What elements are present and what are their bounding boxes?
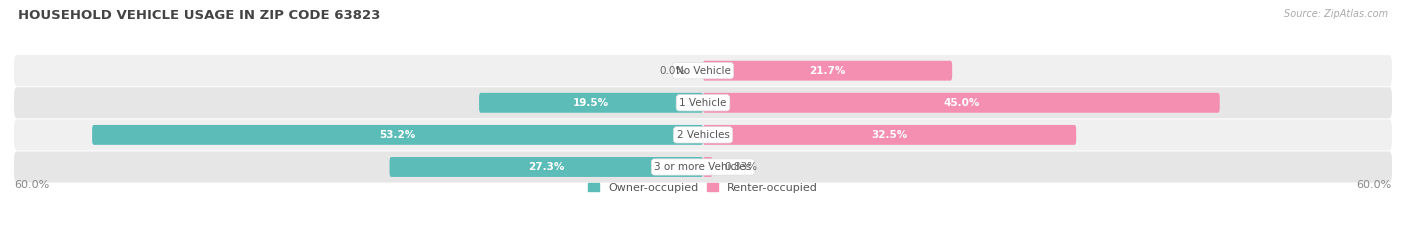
Text: 2 Vehicles: 2 Vehicles [676,130,730,140]
Text: 60.0%: 60.0% [1357,180,1392,190]
FancyBboxPatch shape [389,157,703,177]
FancyBboxPatch shape [14,55,1392,86]
FancyBboxPatch shape [14,87,1392,118]
FancyBboxPatch shape [93,125,703,145]
Text: 21.7%: 21.7% [810,66,846,76]
FancyBboxPatch shape [703,93,1219,113]
FancyBboxPatch shape [703,125,1076,145]
Text: 0.83%: 0.83% [724,162,756,172]
Text: 60.0%: 60.0% [14,180,49,190]
Text: 27.3%: 27.3% [529,162,564,172]
Text: 53.2%: 53.2% [380,130,416,140]
Text: 0.0%: 0.0% [659,66,686,76]
Text: 45.0%: 45.0% [943,98,980,108]
FancyBboxPatch shape [703,61,952,81]
Text: 32.5%: 32.5% [872,130,908,140]
Text: 19.5%: 19.5% [574,98,609,108]
FancyBboxPatch shape [479,93,703,113]
Legend: Owner-occupied, Renter-occupied: Owner-occupied, Renter-occupied [583,178,823,197]
Text: 3 or more Vehicles: 3 or more Vehicles [654,162,752,172]
Text: 1 Vehicle: 1 Vehicle [679,98,727,108]
Text: Source: ZipAtlas.com: Source: ZipAtlas.com [1284,9,1388,19]
Text: HOUSEHOLD VEHICLE USAGE IN ZIP CODE 63823: HOUSEHOLD VEHICLE USAGE IN ZIP CODE 6382… [18,9,381,22]
Text: No Vehicle: No Vehicle [675,66,731,76]
FancyBboxPatch shape [703,157,713,177]
FancyBboxPatch shape [14,119,1392,151]
FancyBboxPatch shape [14,151,1392,182]
